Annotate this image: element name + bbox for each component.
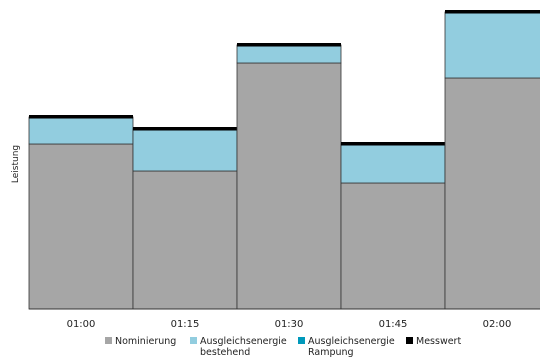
bar-nominierung-01-00 (28, 143, 134, 310)
bar-ausgleichsenergie-bestehend-01-30 (236, 44, 342, 64)
legend-swatch-ausgleichsenergie-bestehend (190, 337, 197, 344)
legend-item-messwert: Messwert (406, 336, 461, 347)
legend-swatch-messwert (406, 337, 413, 344)
x-tick-label-01-30: 01:30 (275, 319, 304, 330)
legend-swatch-nominierung (105, 337, 112, 344)
bars-group (28, 10, 540, 310)
messwert-marker-01-45 (341, 142, 445, 146)
bar-nominierung-02-00 (444, 77, 540, 310)
legend: Nominierung Ausgleichsenergie bestehend … (0, 336, 540, 361)
bar-ausgleichsenergie-bestehend-01-15 (132, 128, 238, 172)
messwert-marker-01-30 (237, 43, 341, 47)
legend-item-ausgleichsenergie-bestehend: Ausgleichsenergie bestehend (190, 336, 287, 358)
y-axis-label: Leistung (11, 145, 21, 183)
x-tick-label-02-00: 02:00 (483, 319, 512, 330)
messwert-marker-02-00 (445, 10, 540, 14)
bar-ausgleichsenergie-bestehend-01-45 (340, 143, 446, 184)
messwert-marker-01-15 (133, 127, 237, 131)
bar-nominierung-01-45 (340, 182, 446, 310)
x-tick-label-01-00: 01:00 (67, 319, 96, 330)
bar-nominierung-01-15 (132, 170, 238, 310)
x-tick-labels: 01:00 01:15 01:30 01:45 02:00 (67, 319, 512, 330)
legend-item-ausgleichsenergie-rampung: Ausgleichsenergie Rampung (298, 336, 395, 358)
legend-swatch-ausgleichsenergie-rampung (298, 337, 305, 344)
bar-ausgleichsenergie-bestehend-02-00 (444, 11, 540, 79)
x-tick-label-01-15: 01:15 (171, 319, 200, 330)
messwert-marker-01-00 (29, 115, 133, 119)
stacked-bar-chart: Leistung 01:00 01:15 01:30 01:45 02:00 (11, 10, 540, 330)
bar-ausgleichsenergie-bestehend-01-00 (28, 116, 134, 145)
x-tick-label-01-45: 01:45 (379, 319, 408, 330)
legend-item-nominierung: Nominierung (105, 336, 176, 347)
bar-nominierung-01-30 (236, 62, 342, 310)
